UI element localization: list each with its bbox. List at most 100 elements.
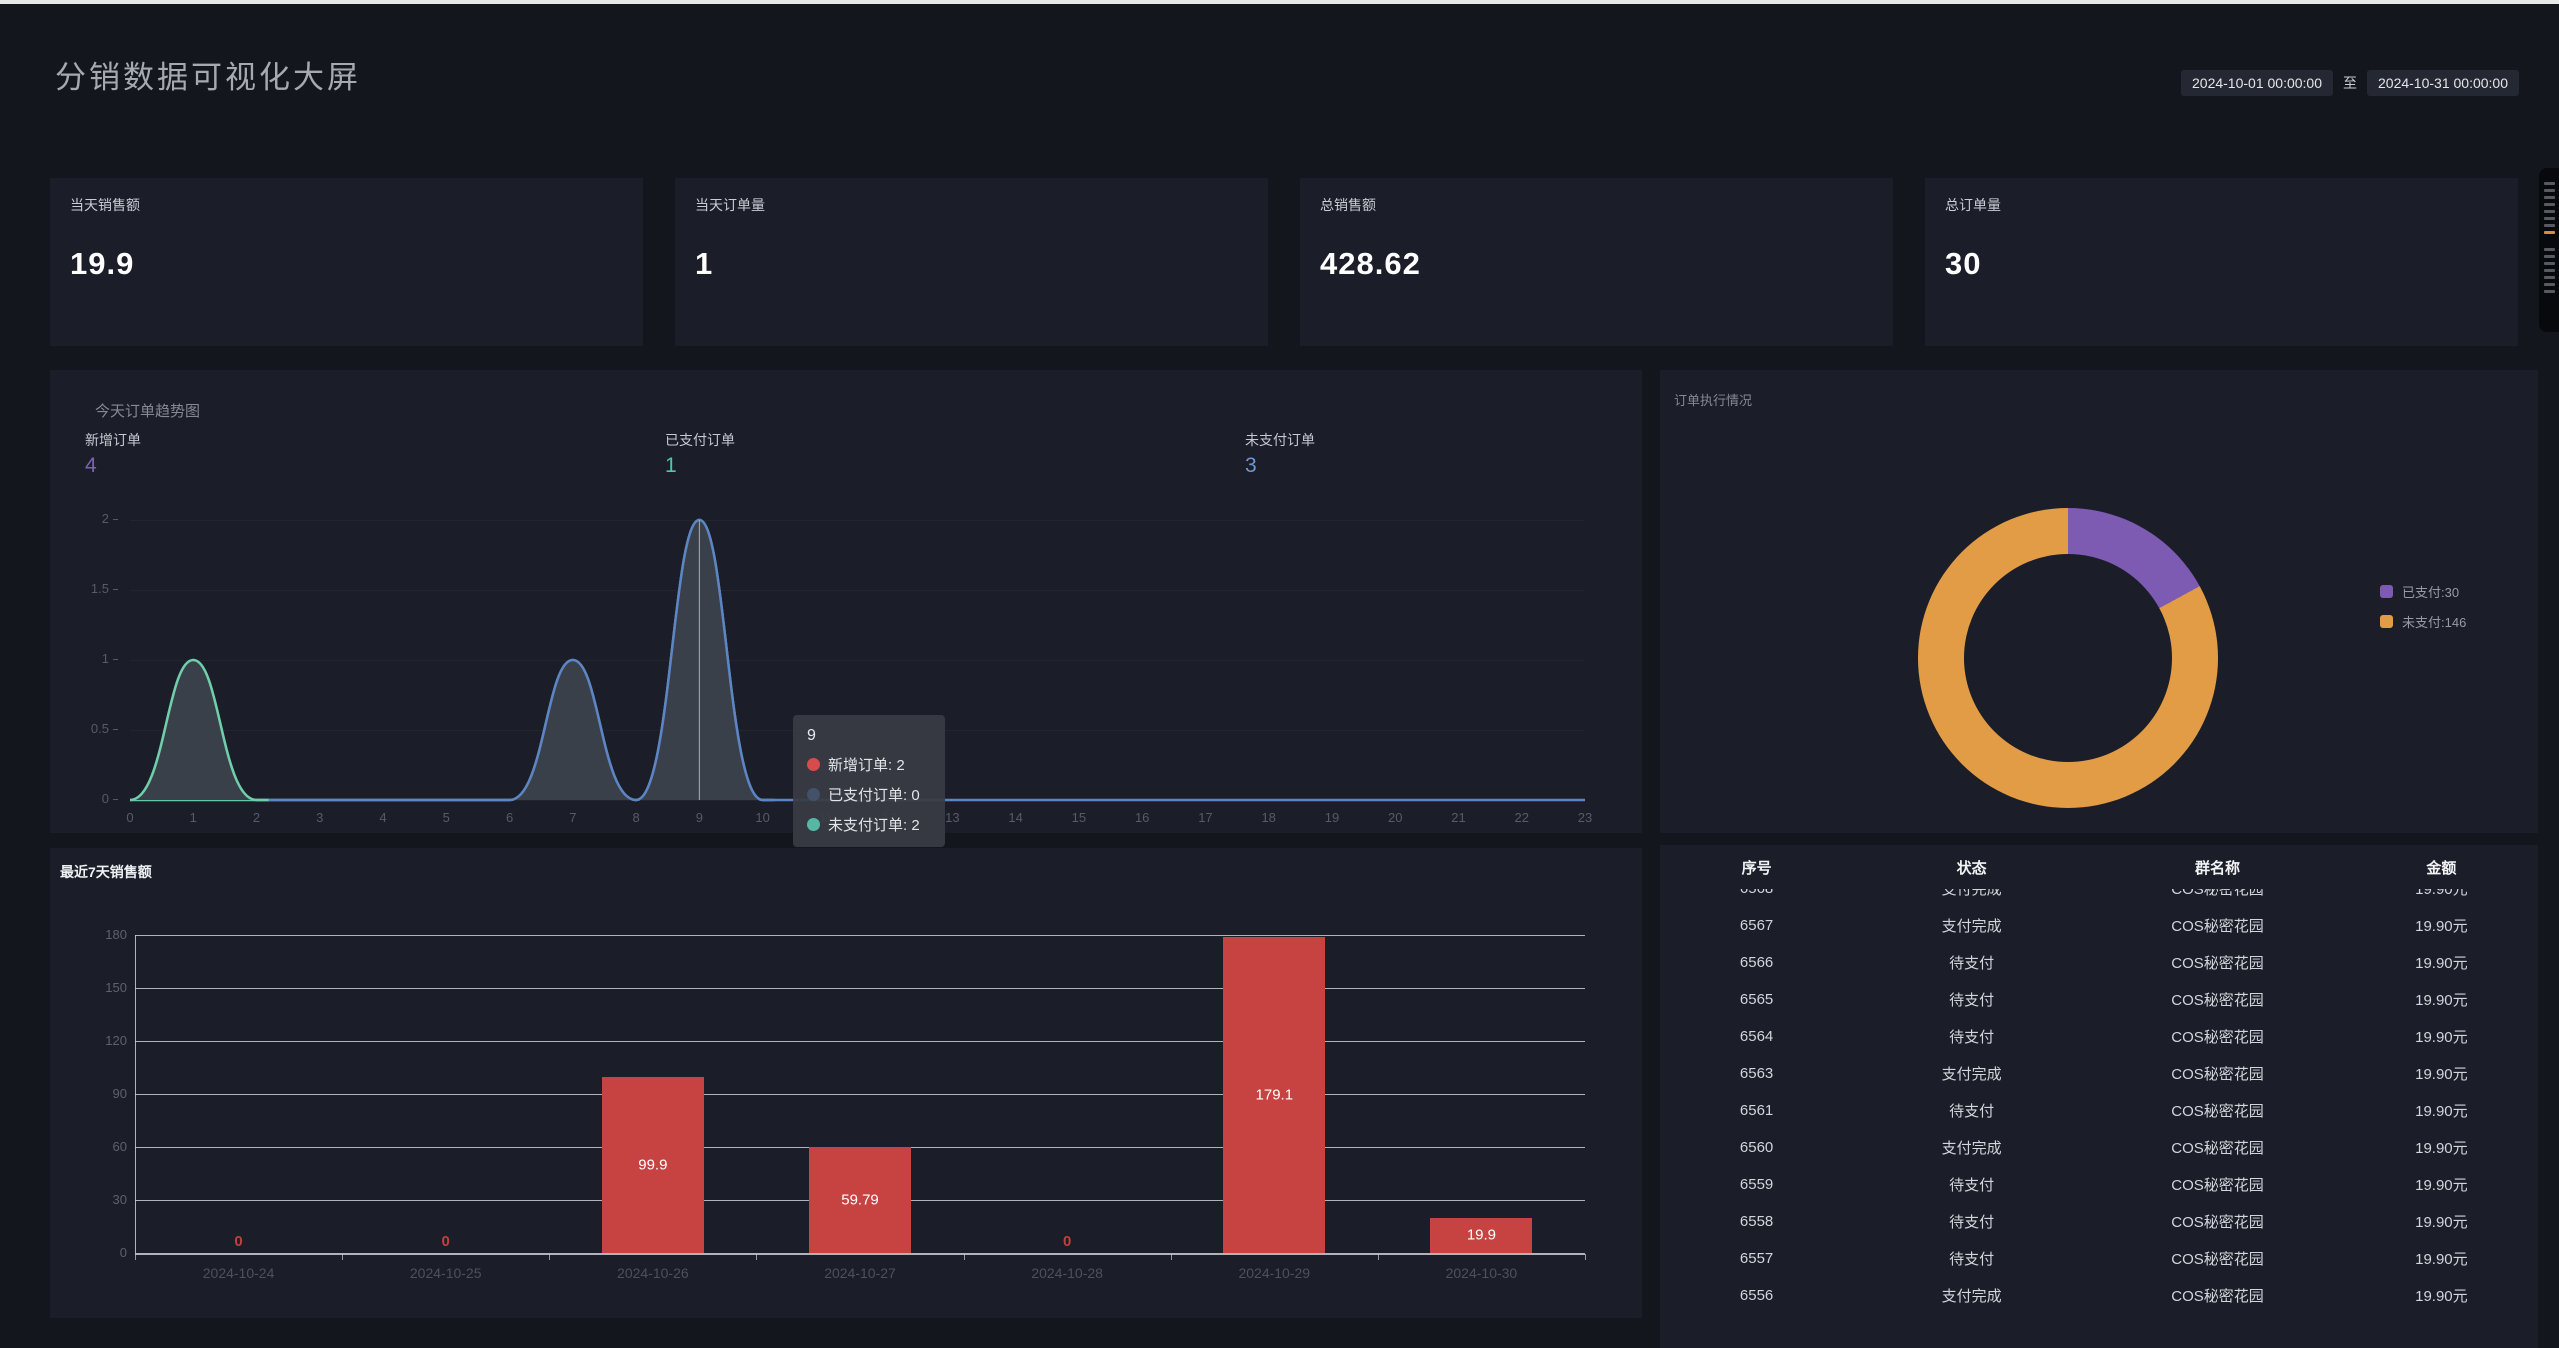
trend-tooltip: 9 新增订单: 2 已支付订单: 0 未支付订单: 2 xyxy=(793,715,945,847)
bar-x-axis-tick xyxy=(1585,1254,1586,1260)
bar-2024-10-30 xyxy=(1430,1217,1533,1253)
trend-xtick-label: 22 xyxy=(1514,810,1529,825)
order-group-cell: COS秘密花园 xyxy=(2171,1140,2264,1157)
orders-table-header-cell: 状态 xyxy=(1956,859,1987,877)
table-row: 6564 待支付 COS秘密花园 19.90元 xyxy=(1660,1018,2538,1055)
stat-card-label: 当天销售额 xyxy=(70,197,140,213)
bar-xtick-label: 2024-10-30 xyxy=(1445,1265,1518,1281)
bar-gridline xyxy=(135,1094,1585,1095)
bar-2024-10-26 xyxy=(601,1076,704,1253)
date-range-separator: 至 xyxy=(2343,75,2357,91)
trend-xtick-label: 5 xyxy=(442,810,450,825)
order-status-cell: 待支付 xyxy=(1949,1177,1995,1194)
stat-card-label: 总销售额 xyxy=(1320,197,1376,213)
bar-x-axis-tick xyxy=(135,1254,136,1260)
bar-zero-label: 0 xyxy=(234,1233,243,1250)
date-start-input[interactable]: 2024-10-01 00:00:00 xyxy=(2181,70,2333,96)
trend-xtick-label: 1 xyxy=(189,810,197,825)
bar-gridline xyxy=(135,1041,1585,1042)
donut-legend-item: 已支付:30 xyxy=(2380,582,2466,601)
trend-legend-item-0: 新增订单 4 xyxy=(85,430,141,478)
tooltip-series-dot xyxy=(807,758,820,771)
bar-x-axis-tick xyxy=(342,1254,344,1260)
table-row: 6561 待支付 COS秘密花园 19.90元 xyxy=(1660,1092,2538,1129)
table-row: 6559 待支付 COS秘密花园 19.90元 xyxy=(1660,1166,2538,1203)
bar-y-axis-line xyxy=(135,935,136,1253)
table-row: 6565 待支付 COS秘密花园 19.90元 xyxy=(1660,981,2538,1018)
trend-legend-label: 未支付订单 xyxy=(1245,432,1315,448)
order-status-cell: 支付完成 xyxy=(1941,889,2002,898)
bar-xtick-label: 2024-10-28 xyxy=(1031,1265,1103,1281)
order-id-cell: 6566 xyxy=(1739,954,1774,971)
trend-tooltip-row: 新增订单: 2 xyxy=(807,754,931,775)
order-id-cell: 6557 xyxy=(1739,1250,1774,1267)
order-group-cell: COS秘密花园 xyxy=(2171,955,2264,972)
bar-gridline xyxy=(135,935,1585,936)
bar-x-axis-tick xyxy=(549,1254,551,1260)
order-execution-panel: 订单执行情况 已支付:30 未支付:146 xyxy=(1660,370,2538,833)
order-id-cell: 6563 xyxy=(1739,1065,1774,1082)
date-end-input[interactable]: 2024-10-31 00:00:00 xyxy=(2367,70,2519,96)
orders-table-panel: 序号 状态 群名称 金额 6568 支付完成 COS秘密花园 19.90元 6567 支付完成 C… xyxy=(1660,845,2538,1348)
order-id-cell: 6568 xyxy=(1660,889,1853,897)
bar-panel-title: 最近7天销售额 xyxy=(60,864,152,880)
edge-toolbar[interactable] xyxy=(2539,168,2559,332)
table-row: 6567 支付完成 COS秘密花园 19.90元 xyxy=(1660,907,2538,944)
trend-panel-title: 今天订单趋势图 xyxy=(95,403,201,420)
bar-xtick-label: 2024-10-26 xyxy=(617,1265,689,1281)
order-status-cell: 待支付 xyxy=(1949,1214,1995,1231)
bar-zero-label: 0 xyxy=(1062,1233,1072,1250)
edge-toolbar-dash xyxy=(2543,276,2555,279)
stat-card-label: 总订单量 xyxy=(1945,197,2001,213)
bar-gridline xyxy=(135,1253,1585,1255)
trend-ytick-label: 0 xyxy=(74,791,118,806)
order-status-cell: 待支付 xyxy=(1949,955,1995,972)
trend-legend-label: 新增订单 xyxy=(85,432,141,448)
last7days-sales-panel: 最近7天销售额 0 30 60 90 120 150 180 0 2024-10-24 0 2024… xyxy=(50,848,1642,1318)
order-group-cell: COS秘密花园 xyxy=(2171,992,2264,1009)
stat-card-2: 总销售额 428.62 xyxy=(1300,178,1893,346)
orders-table-header: 序号 状态 群名称 金额 xyxy=(1660,845,2538,889)
trend-legend-label: 已支付订单 xyxy=(665,432,735,448)
order-group-cell: COS秘密花园 xyxy=(2171,1103,2264,1120)
order-group-cell: COS秘密花园 xyxy=(2171,1251,2264,1268)
table-row: 6558 待支付 COS秘密花园 19.90元 xyxy=(1660,1203,2538,1240)
order-amount-cell: 19.90元 xyxy=(2415,1103,2468,1120)
stat-card-value: 428.62 xyxy=(1320,246,1421,281)
order-id-cell: 6567 xyxy=(1739,917,1774,934)
trend-xtick-label: 7 xyxy=(569,810,577,825)
order-group-cell: COS秘密花园 xyxy=(2171,1029,2264,1046)
order-amount-cell: 19.90元 xyxy=(2415,955,2468,972)
trend-curves xyxy=(129,518,1585,802)
trend-ytick-label: 1.5 xyxy=(74,581,118,596)
trend-plot: 9 新增订单: 2 已支付订单: 0 未支付订单: 2 0 0.5 1 1.5 2 0 1 2 3 4… xyxy=(91,511,1592,847)
bar-2024-10-29 xyxy=(1223,936,1326,1253)
bar-xtick-label: 2024-10-29 xyxy=(1238,1265,1311,1281)
order-amount-cell: 19.90元 xyxy=(2415,1140,2468,1157)
bar-x-axis-tick xyxy=(1170,1254,1172,1260)
edge-toolbar-dash xyxy=(2543,248,2555,251)
trend-legend-value: 3 xyxy=(1245,454,1257,477)
donut-legend-label: 未支付:146 xyxy=(2402,615,2467,630)
order-group-cell: COS秘密花园 xyxy=(2171,1214,2264,1231)
edge-toolbar-dash xyxy=(2543,189,2555,192)
bar-x-axis-tick xyxy=(756,1254,758,1260)
trend-xtick-label: 8 xyxy=(632,810,640,825)
trend-gridline xyxy=(130,660,1585,661)
trend-ytick-label: 2 xyxy=(74,511,118,526)
edge-toolbar-dash xyxy=(2543,255,2555,258)
edge-toolbar-dash xyxy=(2543,210,2555,213)
bar-value-label: 99.9 xyxy=(638,1156,668,1174)
table-row: 6566 待支付 COS秘密花园 19.90元 xyxy=(1660,944,2538,981)
stats-row: 当天销售额 19.9 当天订单量 1 总销售额 428.62 总订单量 30 xyxy=(50,178,2519,346)
trend-xtick-label: 4 xyxy=(379,810,387,825)
orders-table-body[interactable]: 6568 支付完成 COS秘密花园 19.90元 6567 支付完成 COS秘密花园 19.9… xyxy=(1660,889,2538,1348)
orders-table-header-cell: 金额 xyxy=(2426,859,2457,877)
trend-xtick-label: 15 xyxy=(1071,810,1087,825)
order-id-cell: 6565 xyxy=(1739,991,1774,1008)
bar-x-axis-tick xyxy=(963,1254,965,1260)
order-status-cell: 待支付 xyxy=(1949,992,1995,1009)
edge-toolbar-dash xyxy=(2543,224,2555,227)
bar-ytick-label: 0 xyxy=(119,1245,127,1260)
